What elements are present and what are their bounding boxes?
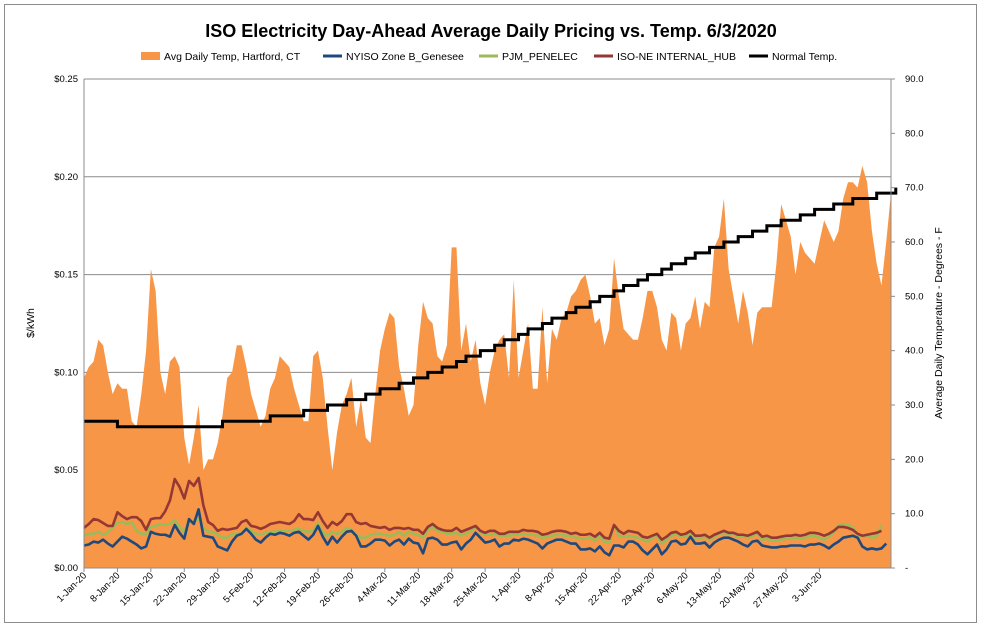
- x-tick-label: 3-Jun-20: [790, 570, 824, 604]
- y2-tick-label: 80.0: [905, 128, 924, 139]
- series-line-isone: [83, 476, 882, 541]
- y-tick-label: $0.20: [54, 172, 78, 183]
- y2-tick-label: 50.0: [905, 291, 924, 302]
- x-tick-label: 11-Mar-20: [385, 570, 423, 608]
- y2-axis-title: Average Daily Temperature - Degrees - F: [933, 227, 945, 419]
- legend-label-temp: Avg Daily Temp, Hartford, CT: [164, 51, 301, 63]
- y2-tick-label: -: [905, 563, 908, 574]
- x-tick-label: 26-Feb-20: [318, 570, 357, 609]
- x-tick-label: 1-Jan-20: [55, 570, 89, 604]
- x-tick-label: 22-Jan-20: [151, 570, 189, 608]
- y-tick-label: $0.00: [54, 563, 78, 574]
- y2-tick-label: 30.0: [905, 400, 924, 411]
- series-line-pjm: [83, 516, 883, 545]
- x-tick-label: 19-Feb-20: [284, 570, 323, 609]
- y-axis-title: $/kWh: [25, 308, 37, 338]
- x-tick-label: 8-Apr-20: [523, 570, 557, 604]
- y2-tick-label: 20.0: [905, 454, 924, 465]
- y2-tick-label: 90.0: [905, 74, 924, 85]
- legend-label-nyiso: NYISO Zone B_Genesee: [346, 51, 464, 63]
- x-tick-label: 18-Mar-20: [418, 570, 457, 609]
- y-tick-label: $0.25: [54, 74, 78, 85]
- chart-svg: ISO Electricity Day-Ahead Average Daily …: [25, 21, 945, 610]
- y-tick-label: $0.15: [54, 270, 78, 281]
- x-tick-label: 1-Apr-20: [490, 570, 524, 604]
- series-line-nyiso: [83, 508, 888, 557]
- y-tick-label: $0.05: [54, 465, 78, 476]
- y-tick-label: $0.10: [54, 367, 78, 378]
- legend: Avg Daily Temp, Hartford, CT NYISO Zone B…: [141, 51, 837, 63]
- plot-area: [83, 165, 898, 568]
- series-area-temp: [84, 165, 891, 568]
- legend-swatch-temp: [141, 52, 160, 60]
- y2-tick-label: 60.0: [905, 237, 924, 248]
- x-tick-label: 27-May-20: [751, 570, 791, 610]
- legend-label-normal: Normal Temp.: [772, 51, 837, 63]
- x-tick-label: 22-Apr-20: [586, 570, 624, 608]
- y2-tick-label: 10.0: [905, 509, 924, 520]
- legend-label-isone: ISO-NE INTERNAL_HUB: [617, 51, 736, 63]
- series-line-normal: [84, 187, 898, 429]
- legend-label-pjm: PJM_PENELEC: [502, 51, 578, 63]
- x-tick-label: 15-Apr-20: [553, 570, 591, 608]
- x-tick-label: 15-Jan-20: [118, 570, 156, 608]
- chart-frame: ISO Electricity Day-Ahead Average Daily …: [4, 4, 977, 623]
- x-tick-label: 8-Jan-20: [88, 570, 122, 604]
- x-tick-label: 25-Mar-20: [451, 570, 490, 609]
- chart-title: ISO Electricity Day-Ahead Average Daily …: [205, 21, 777, 41]
- y2-tick-label: 40.0: [905, 346, 924, 357]
- x-tick-label: 29-Apr-20: [620, 570, 658, 608]
- x-tick-label: 12-Feb-20: [251, 570, 290, 609]
- y2-tick-label: 70.0: [905, 183, 924, 194]
- x-tick-label: 29-Jan-20: [185, 570, 223, 608]
